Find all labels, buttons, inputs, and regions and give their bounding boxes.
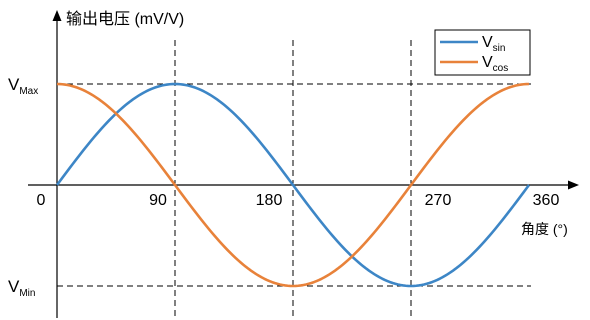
y-axis-arrow — [52, 10, 62, 21]
labels: 输出电压 (mV/V) 角度 (°) — [66, 10, 568, 237]
legend-label-sin: Vsin — [482, 34, 505, 54]
series-lines — [55, 82, 531, 288]
x-axis-arrow — [568, 180, 579, 190]
y-tick-label-min: VMin — [8, 277, 35, 299]
y-axis-title: 输出电压 (mV/V) — [66, 10, 184, 28]
y-tick-label-max: VMax — [8, 75, 38, 97]
x-tick-label-180: 180 — [256, 192, 283, 209]
legend-label-cos: Vcos — [482, 54, 508, 74]
axes — [28, 10, 579, 318]
x-tick-label-0: 0 — [37, 192, 46, 209]
tick-labels: 0 90 180 270 360 VMax VMin — [8, 75, 559, 299]
x-axis-title: 角度 (°) — [521, 221, 568, 237]
x-tick-label-360: 360 — [533, 192, 560, 209]
series-line-sin — [55, 82, 531, 288]
series-line-cos — [56, 82, 530, 288]
guide-lines — [57, 40, 531, 318]
legend-box — [434, 29, 531, 76]
x-tick-label-90: 90 — [149, 192, 167, 209]
x-tick-label-270: 270 — [425, 192, 452, 209]
